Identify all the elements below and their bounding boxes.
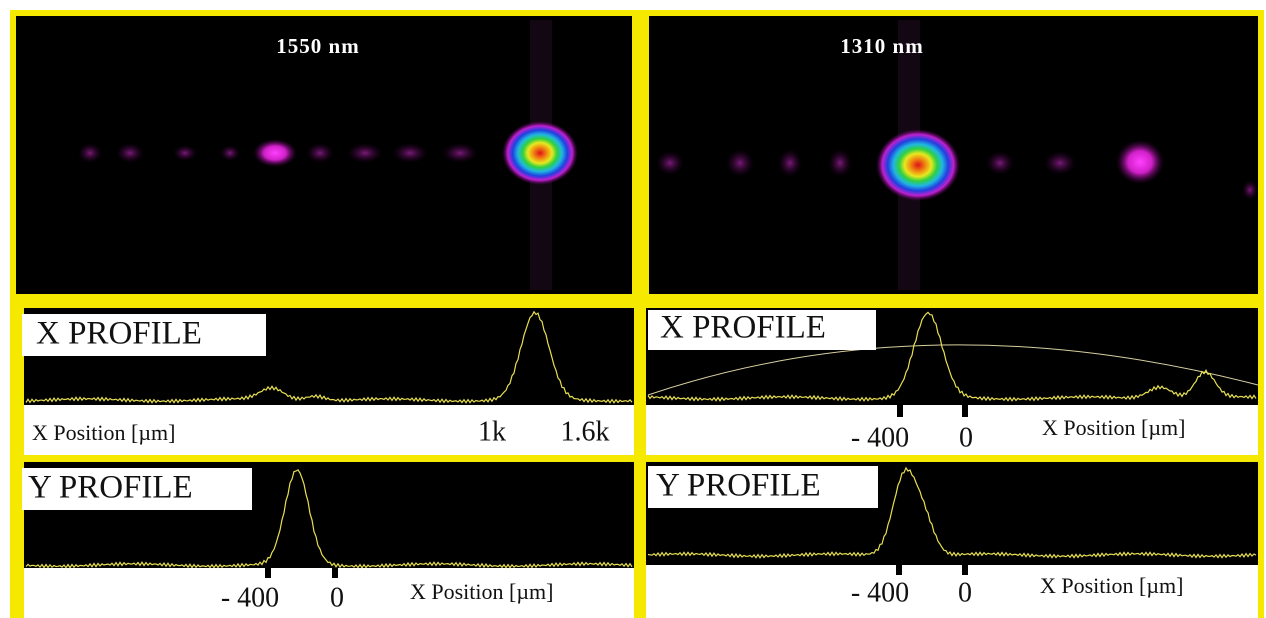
profile-title: X PROFILE bbox=[36, 316, 202, 352]
tick-bar bbox=[962, 405, 968, 417]
tick-label: 1k bbox=[478, 416, 506, 447]
tick-label: - 400 bbox=[851, 577, 909, 608]
tick-label: 0 bbox=[959, 422, 973, 453]
title-box bbox=[22, 468, 252, 510]
profile-trace bbox=[25, 310, 633, 404]
title-box bbox=[22, 314, 266, 356]
profile-title: Y PROFILE bbox=[656, 468, 821, 504]
tick-bar bbox=[897, 405, 903, 417]
axis-label: X Position [µm] bbox=[32, 420, 175, 445]
profile-curves bbox=[25, 310, 1257, 569]
tick-label: - 400 bbox=[221, 582, 279, 613]
profile-trace bbox=[647, 311, 1257, 402]
profile-trace bbox=[25, 468, 633, 569]
tick-label: - 400 bbox=[851, 422, 909, 453]
frame bbox=[646, 455, 1258, 462]
wavelength-label: 1310 nm bbox=[840, 34, 923, 58]
profile-trace bbox=[647, 466, 1257, 559]
tick-bar bbox=[962, 565, 968, 575]
profile-title: X PROFILE bbox=[660, 310, 826, 346]
beam-features bbox=[78, 20, 1258, 290]
tick-label: 0 bbox=[958, 577, 972, 608]
title-box bbox=[648, 466, 878, 508]
frame bbox=[10, 296, 24, 618]
frame bbox=[1258, 296, 1264, 618]
title-box bbox=[648, 310, 876, 350]
frame bbox=[634, 10, 646, 618]
profile-title: Y PROFILE bbox=[28, 470, 193, 506]
tick-bar bbox=[265, 568, 271, 578]
axis-label: X Position [µm] bbox=[1040, 573, 1183, 598]
tick-label: 1.6k bbox=[561, 416, 610, 447]
tick-bar bbox=[332, 568, 338, 578]
axis-label: X Position [µm] bbox=[1042, 415, 1185, 440]
frame bbox=[24, 455, 634, 462]
wavelength-label: 1550 nm bbox=[276, 34, 359, 58]
tick-bar bbox=[896, 565, 902, 575]
axis-label: X Position [µm] bbox=[410, 579, 553, 604]
tick-label: 0 bbox=[330, 582, 344, 613]
